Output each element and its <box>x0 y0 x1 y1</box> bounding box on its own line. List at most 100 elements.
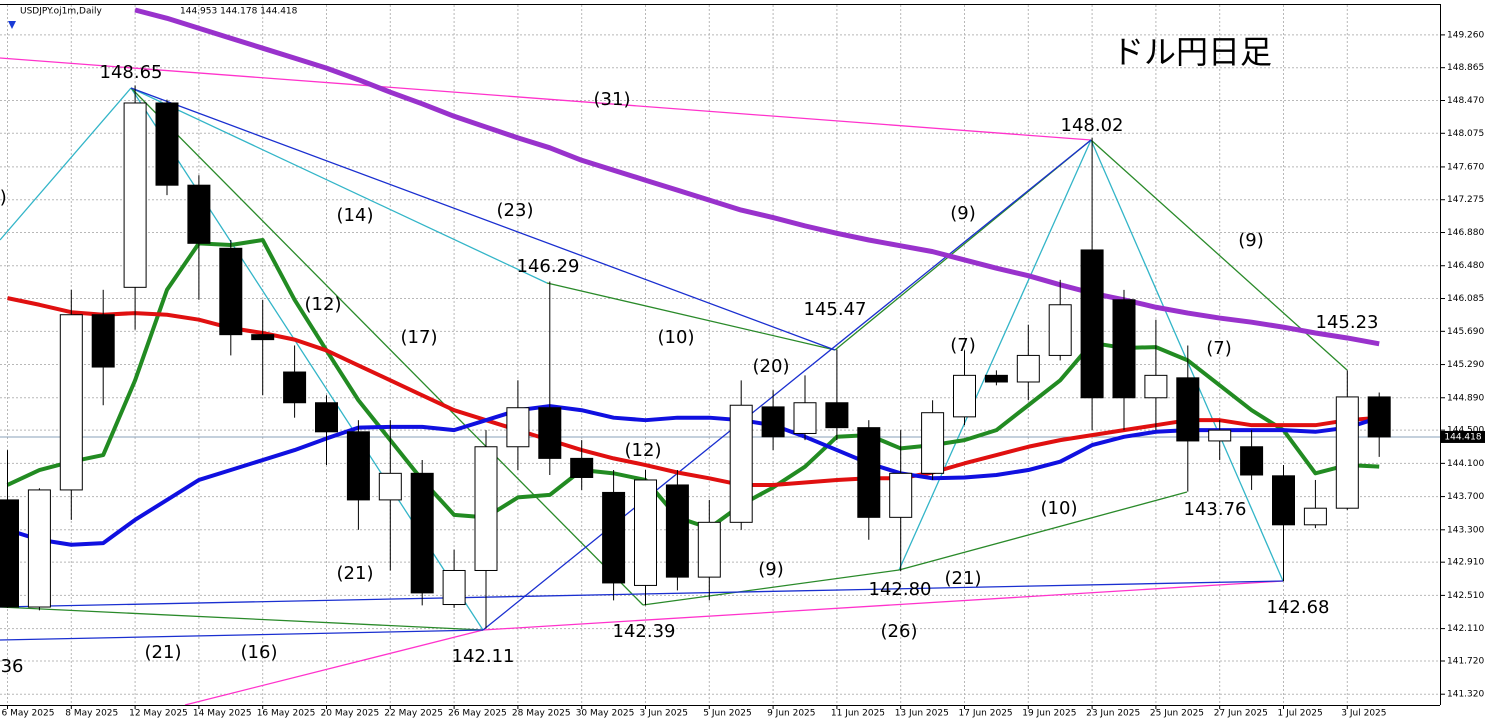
trend-line <box>0 629 484 641</box>
y-tick-label: 143.300 <box>1447 525 1484 535</box>
candle-body <box>538 407 562 459</box>
candle-body <box>857 427 881 518</box>
x-tick-label: 13 Jun 2025 <box>895 709 949 719</box>
annotation-label: (7) <box>0 187 7 208</box>
candle-body <box>889 472 913 518</box>
moving-average-line <box>134 7 1380 347</box>
x-tick-label: 27 Jun 2025 <box>1214 709 1268 719</box>
y-tick-label: 142.510 <box>1447 591 1484 601</box>
trend-line <box>130 87 836 351</box>
x-tick-label: 9 Jun 2025 <box>767 709 815 719</box>
annotation-label: 148.02 <box>1061 115 1124 136</box>
trend-line <box>0 606 484 631</box>
candle-body <box>315 402 338 433</box>
x-tick-label: 6 May 2025 <box>2 709 55 719</box>
x-tick-label: 8 May 2025 <box>65 709 118 719</box>
annotation-label: (14) <box>337 205 374 226</box>
annotation-label: 146.29 <box>517 256 580 277</box>
y-tick-label: 145.290 <box>1447 360 1484 370</box>
x-tick-label: 23 Jun 2025 <box>1086 709 1140 719</box>
candle-body <box>187 184 211 244</box>
annotation-label: (21) <box>145 642 182 663</box>
annotation-label: (21) <box>945 568 982 589</box>
y-tick-label: 144.500 <box>1447 426 1484 436</box>
annotation-label: 142.68 <box>1267 597 1330 618</box>
y-tick-label: 147.670 <box>1447 162 1484 172</box>
y-tick-label: 145.690 <box>1447 327 1484 337</box>
y-tick-label: 148.470 <box>1447 96 1484 106</box>
candle-body <box>602 491 626 584</box>
candle-body <box>634 479 657 586</box>
candle-body <box>251 334 275 341</box>
annotation-label: 143.76 <box>1184 499 1247 520</box>
candle-body <box>1080 249 1104 399</box>
y-tick-label: 144.100 <box>1447 459 1484 469</box>
candle-body <box>1240 446 1264 476</box>
current-price-label: 144.418 <box>1444 432 1481 442</box>
annotation-label: 145.23 <box>1316 312 1379 333</box>
x-tick-label: 14 May 2025 <box>193 709 252 719</box>
annotation-label: (31) <box>594 89 631 110</box>
trend-line <box>898 139 1092 571</box>
candle-body <box>1208 429 1232 442</box>
trend-line <box>0 87 132 241</box>
annotation-label: (17) <box>401 327 438 348</box>
trend-line <box>0 57 1092 141</box>
y-tick-label: 149.260 <box>1447 30 1484 40</box>
candle-body <box>474 446 498 571</box>
candle-body <box>1176 377 1200 442</box>
x-tick-label: 22 May 2025 <box>384 709 443 719</box>
trend-line <box>898 491 1188 571</box>
arrow-icon <box>8 21 16 29</box>
annotation-label: (23) <box>497 200 534 221</box>
candle-body <box>761 406 785 438</box>
candle-body <box>921 412 945 474</box>
candle-body <box>1335 396 1359 509</box>
annotation-label: (9) <box>758 559 784 580</box>
y-tick-label: 141.320 <box>1447 690 1484 700</box>
annotation-label: (26) <box>881 621 918 642</box>
candle-body <box>984 374 1008 383</box>
axes: 149.260 148.865 148.470 148.075 147.670 147.2… <box>2 30 1485 719</box>
candle-body <box>123 102 147 288</box>
trend-line <box>546 282 836 351</box>
candle-body <box>665 484 689 578</box>
annotation-label: (9) <box>1238 230 1264 251</box>
x-tick-label: 20 May 2025 <box>321 709 380 719</box>
x-tick-label: 28 May 2025 <box>512 709 571 719</box>
x-tick-label: 26 May 2025 <box>448 709 507 719</box>
candle-body <box>27 489 51 608</box>
trend-line <box>482 139 1092 631</box>
annotation-label: 148.65 <box>100 62 163 83</box>
y-tick-label: 142.110 <box>1447 624 1484 634</box>
candle-body <box>283 371 307 404</box>
ohlc-text: 144.953 144.178 144.418 <box>180 7 298 17</box>
candle-body <box>1048 304 1072 356</box>
candle-body <box>1303 507 1327 526</box>
trend-line <box>482 580 1284 631</box>
candle-body <box>697 521 721 578</box>
annotation-label: (7) <box>1206 338 1232 359</box>
moving-average-line <box>6 237 1380 531</box>
x-tick-label: 3 Jul 2025 <box>1341 709 1386 719</box>
y-tick-label: 144.890 <box>1447 393 1484 403</box>
x-tick-label: 3 Jun 2025 <box>640 709 688 719</box>
trend-line <box>184 629 484 705</box>
y-tick-label: 143.700 <box>1447 492 1484 502</box>
annotation-label: (16) <box>241 642 278 663</box>
candle-body <box>1016 354 1040 383</box>
candle-body <box>1272 475 1295 526</box>
candle-body <box>59 314 83 491</box>
x-tick-label: 5 Jun 2025 <box>703 709 751 719</box>
x-tick-label: 1 Jul 2025 <box>1278 709 1323 719</box>
trend-line <box>130 87 548 284</box>
candle-body <box>0 499 19 608</box>
y-tick-label: 141.720 <box>1447 656 1484 666</box>
annotation-label: (10) <box>1041 498 1078 519</box>
candle-body <box>378 472 402 501</box>
annotation-label: 142.11 <box>452 646 515 667</box>
annotation-label: (7) <box>950 335 976 356</box>
candle-body <box>825 402 849 429</box>
x-tick-label: 19 Jun 2025 <box>1022 709 1076 719</box>
